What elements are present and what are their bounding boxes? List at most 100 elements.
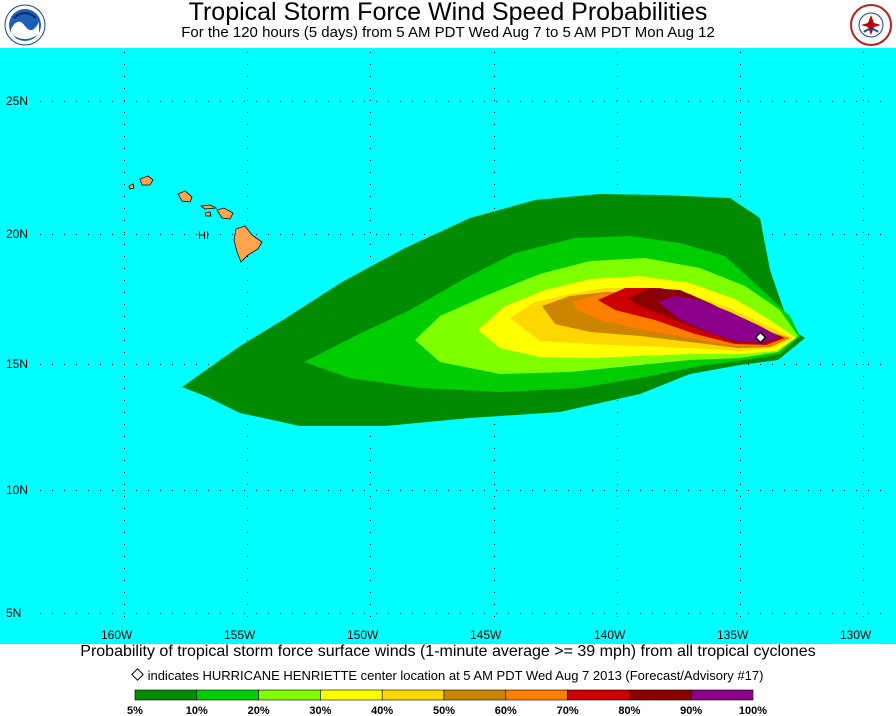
grid-dot <box>247 460 248 461</box>
grid-dot <box>863 196 864 197</box>
grid-dot <box>160 364 161 365</box>
grid-dot <box>820 364 821 365</box>
grid-dot <box>76 613 77 614</box>
grid-dot <box>256 613 257 614</box>
probability-map: HI 25N 20N 15N 10N 5N 160W 155W 150W 145… <box>0 48 896 644</box>
grid-dot <box>370 196 371 197</box>
grid-dot <box>88 101 89 102</box>
grid-dot <box>740 52 741 53</box>
grid-dot <box>863 304 864 305</box>
grid-dot <box>856 613 857 614</box>
grid-dot <box>496 613 497 614</box>
grid-dot <box>617 412 618 413</box>
grid-dot <box>124 484 125 485</box>
grid-dot <box>863 292 864 293</box>
grid-dot <box>868 101 869 102</box>
grid-dot <box>136 613 137 614</box>
grid-dot <box>868 490 869 491</box>
grid-dot <box>316 101 317 102</box>
grid-dot <box>40 101 41 102</box>
grid-dot <box>184 364 185 365</box>
grid-dot <box>124 412 125 413</box>
grid-dot <box>370 436 371 437</box>
grid-dot <box>370 172 371 173</box>
grid-dot <box>740 508 741 509</box>
grid-dot <box>124 328 125 329</box>
grid-dot <box>388 490 389 491</box>
grid-dot <box>592 101 593 102</box>
grid-dot <box>863 340 864 341</box>
grid-dot <box>863 64 864 65</box>
grid-dot <box>863 568 864 569</box>
grid-dot <box>88 490 89 491</box>
grid-dot <box>863 364 864 365</box>
grid-dot <box>247 544 248 545</box>
grid-dot <box>292 490 293 491</box>
grid-dot <box>124 592 125 593</box>
diamond-marker-icon <box>130 668 144 681</box>
grid-dot <box>112 101 113 102</box>
grid-dot <box>494 508 495 509</box>
grid-dot <box>664 101 665 102</box>
lon-label: 150W <box>347 628 379 642</box>
grid-dot <box>808 613 809 614</box>
map-caption: Probability of tropical storm force surf… <box>80 643 816 660</box>
grid-dot <box>256 234 257 235</box>
grid-dot <box>844 234 845 235</box>
grid-dot <box>412 490 413 491</box>
grid-dot <box>740 544 741 545</box>
grid-dot <box>292 234 293 235</box>
grid-dot <box>494 484 495 485</box>
grid-dot <box>370 472 371 473</box>
grid-dot <box>124 532 125 533</box>
grid-dot <box>494 544 495 545</box>
colorbar-swatch <box>134 689 198 701</box>
grid-dot <box>88 364 89 365</box>
grid-dot <box>472 613 473 614</box>
grid-dot <box>760 490 761 491</box>
grid-dot <box>247 448 248 449</box>
grid-dot <box>617 592 618 593</box>
grid-dot <box>616 490 617 491</box>
grid-dot <box>124 244 125 245</box>
grid-dot <box>112 613 113 614</box>
grid-dot <box>740 604 741 605</box>
grid-dot <box>796 613 797 614</box>
grid-dot <box>616 613 617 614</box>
grid-dot <box>617 520 618 521</box>
grid-dot <box>740 400 741 401</box>
grid-dot <box>568 613 569 614</box>
grid-dot <box>863 268 864 269</box>
grid-dot <box>316 234 317 235</box>
grid-dot <box>124 400 125 401</box>
grid-dot <box>844 101 845 102</box>
grid-dot <box>247 316 248 317</box>
grid-dot <box>52 234 53 235</box>
colorbar-swatch <box>505 689 568 701</box>
grid-dot <box>832 613 833 614</box>
grid-dot <box>494 532 495 533</box>
grid-dot <box>370 484 371 485</box>
grid-dot <box>100 234 101 235</box>
grid-dot <box>820 234 821 235</box>
grid-dot <box>676 490 677 491</box>
grid-dot <box>370 508 371 509</box>
grid-dot <box>247 616 248 617</box>
grid-dot <box>247 208 248 209</box>
lon-label: 130W <box>840 628 872 642</box>
grid-dot <box>40 234 41 235</box>
grid-dot <box>247 472 248 473</box>
grid-dot <box>863 604 864 605</box>
grid-dot <box>424 101 425 102</box>
grid-dot <box>400 101 401 102</box>
grid-dot <box>196 101 197 102</box>
island-label: HI <box>198 230 209 242</box>
grid-dot <box>863 472 864 473</box>
grid-dot <box>247 268 248 269</box>
grid-dot <box>124 376 125 377</box>
grid-dot <box>740 520 741 521</box>
grid-dot <box>740 580 741 581</box>
grid-dot <box>740 412 741 413</box>
grid-dot <box>148 234 149 235</box>
grid-dot <box>832 490 833 491</box>
